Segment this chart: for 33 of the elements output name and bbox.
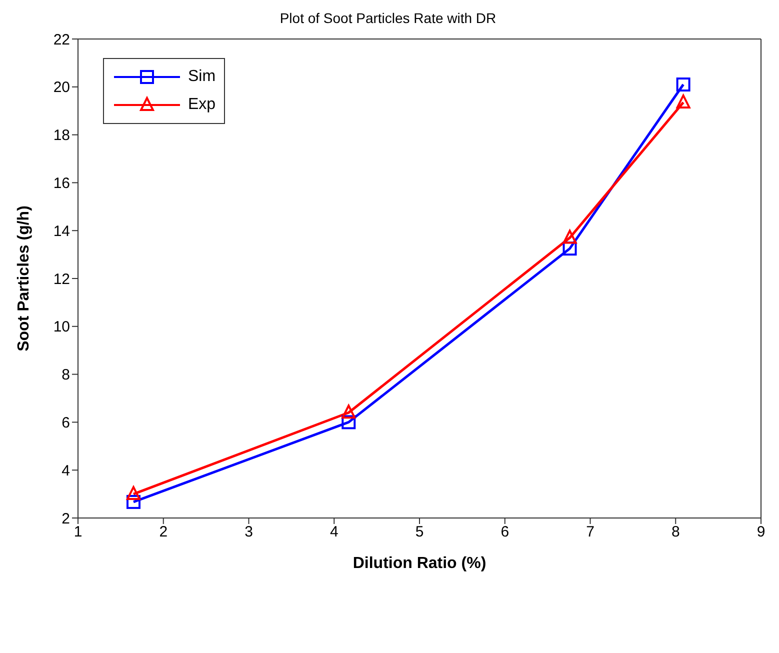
chart-title: Plot of Soot Particles Rate with DR (278, 10, 498, 26)
legend-label: Exp (188, 96, 216, 114)
y-tick-label: 4 (62, 462, 70, 480)
y-tick-label: 8 (62, 366, 70, 384)
x-tick-label: 1 (74, 524, 82, 541)
x-tick-label: 7 (586, 524, 594, 541)
y-tick-label: 20 (53, 79, 70, 96)
x-tick-label: 8 (671, 524, 680, 541)
x-tick-label: 2 (159, 524, 168, 541)
y-tick-label: 22 (53, 31, 70, 48)
x-tick-label: 6 (500, 524, 510, 541)
y-axis-title: Soot Particles (g/h) (16, 206, 33, 352)
x-tick-label: 4 (330, 524, 338, 541)
point (676, 78, 690, 92)
x-axis-title: Dilution Ratio (%) (352, 555, 486, 572)
y-tick-label: 10 (53, 318, 70, 336)
point (126, 494, 140, 509)
legend-label: Sim (188, 68, 216, 86)
x-tick-label: 3 (244, 524, 253, 541)
y-tick-label: 18 (53, 127, 70, 144)
y-tick-label: 12 (53, 270, 70, 288)
point (342, 404, 356, 419)
point (126, 486, 140, 500)
x-tick-label: 5 (415, 524, 424, 541)
y-tick-label: 14 (53, 222, 70, 240)
y-tick-label: 6 (62, 414, 70, 432)
y-tick-label: 16 (53, 175, 70, 192)
point (562, 230, 577, 244)
point (342, 415, 356, 430)
x-tick-label: 9 (756, 524, 766, 541)
y-tick-label: 2 (62, 510, 70, 528)
point (676, 94, 690, 108)
point (562, 242, 577, 256)
